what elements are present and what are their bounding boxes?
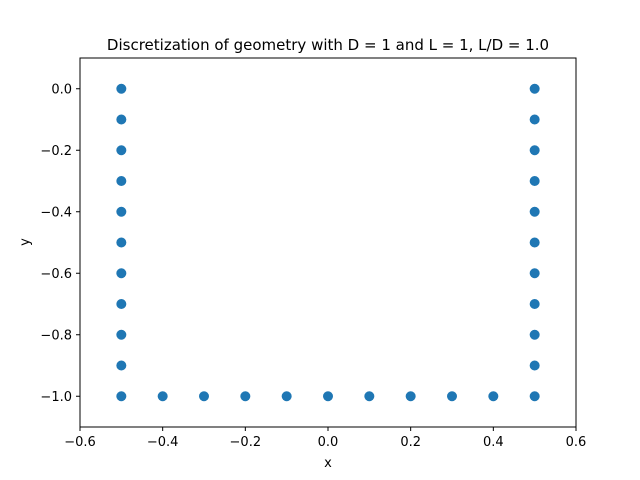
data-point: [529, 268, 540, 279]
data-point: [529, 391, 540, 402]
x-tick-label: 0.2: [400, 435, 421, 450]
data-point: [199, 391, 209, 402]
data-point: [529, 237, 540, 248]
x-tick-label: −0.6: [64, 435, 96, 450]
y-tick-label: 0.0: [51, 82, 72, 97]
data-point: [116, 391, 127, 402]
y-tick-label: −1.0: [40, 390, 72, 405]
x-tick-label: −0.2: [230, 435, 262, 450]
data-point: [529, 299, 540, 309]
data-point: [488, 391, 499, 402]
data-point: [116, 176, 127, 186]
data-point: [116, 299, 127, 309]
y-tick-label: −0.2: [40, 144, 72, 159]
x-tick-label: 0.0: [318, 435, 339, 450]
data-point: [529, 114, 540, 125]
data-point: [116, 83, 127, 94]
data-points: [116, 83, 540, 402]
x-tick-label: 0.4: [483, 435, 504, 450]
x-axis-label: x: [324, 456, 332, 471]
data-point: [529, 145, 540, 156]
data-point: [116, 145, 127, 156]
x-axis: −0.6 −0.4 −0.2 0.0 0.2 0.4 0.6: [64, 427, 586, 450]
data-point: [529, 329, 540, 340]
data-point: [529, 176, 540, 186]
y-tick-label: −0.6: [40, 267, 72, 282]
data-point: [323, 391, 333, 402]
data-point: [240, 391, 251, 402]
data-point: [405, 391, 416, 402]
y-tick-label: −0.4: [40, 205, 72, 220]
chart-title: Discretization of geometry with D = 1 an…: [107, 36, 549, 54]
data-point: [116, 206, 127, 217]
data-point: [364, 391, 375, 402]
y-tick-label: −0.8: [40, 328, 72, 343]
data-point: [116, 268, 127, 279]
data-point: [447, 391, 457, 402]
data-point: [116, 329, 127, 340]
data-point: [529, 360, 540, 371]
data-point: [116, 237, 127, 248]
x-tick-label: 0.6: [566, 435, 587, 450]
data-point: [116, 360, 127, 371]
data-point: [116, 114, 127, 125]
data-point: [157, 391, 168, 402]
y-axis-label: y: [18, 238, 33, 246]
data-point: [281, 391, 292, 402]
data-point: [529, 83, 540, 94]
data-point: [529, 206, 540, 217]
x-tick-label: −0.4: [147, 435, 179, 450]
y-axis: 0.0 −0.2 −0.4 −0.6 −0.8 −1.0: [40, 82, 80, 405]
